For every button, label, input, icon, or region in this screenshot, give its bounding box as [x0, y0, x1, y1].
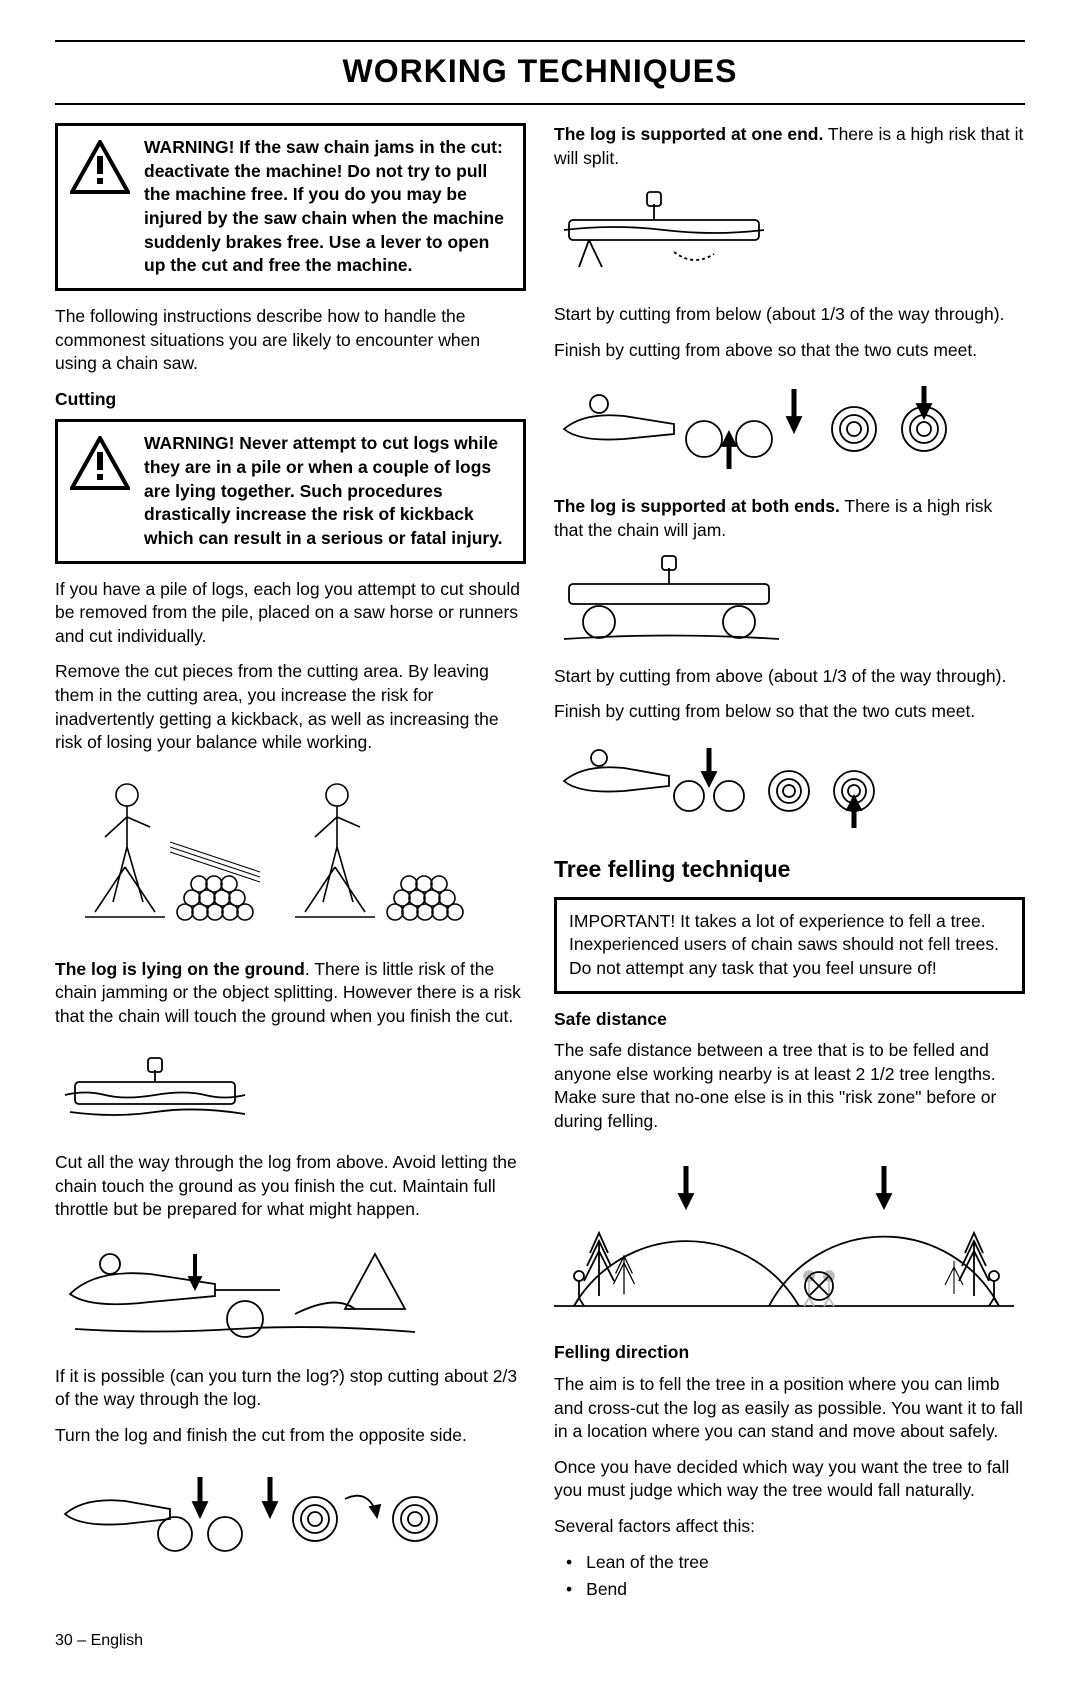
figure-log-ground	[55, 1040, 526, 1137]
warning-triangle-icon	[70, 140, 130, 194]
turn-text-2: Turn the log and finish the cut from the…	[55, 1424, 526, 1448]
one-end-text-2: Start by cutting from below (about 1/3 o…	[554, 303, 1025, 327]
figure-safe-zone	[554, 1146, 1025, 1328]
figure-saw-one-end	[554, 374, 1025, 481]
felling-direction-heading: Felling direction	[554, 1341, 1025, 1365]
ground-lead: The log is lying on the ground	[55, 959, 305, 979]
warning-triangle-icon	[70, 436, 130, 490]
figure-log-one-end	[554, 182, 1025, 289]
figure-log-both-ends	[554, 554, 1025, 651]
list-item: Lean of the tree	[566, 1551, 1025, 1575]
ground-paragraph: The log is lying on the ground. There is…	[55, 958, 526, 1029]
warning-text-pile: WARNING! Never attempt to cut logs while…	[144, 432, 511, 550]
warning-box-jam: WARNING! If the saw chain jams in the cu…	[55, 123, 526, 291]
one-end-paragraph: The log is supported at one end. There i…	[554, 123, 1025, 170]
figure-sawhorse-pair	[55, 767, 526, 944]
both-text-3: Finish by cutting from below so that the…	[554, 700, 1025, 724]
safe-distance-text: The safe distance between a tree that is…	[554, 1039, 1025, 1134]
fell-text-1: The aim is to fell the tree in a positio…	[554, 1373, 1025, 1444]
important-box: IMPORTANT! It takes a lot of experience …	[554, 897, 1025, 994]
right-column: The log is supported at one end. There i…	[554, 123, 1025, 1612]
both-text-2: Start by cutting from above (about 1/3 o…	[554, 665, 1025, 689]
safe-distance-heading: Safe distance	[554, 1008, 1025, 1032]
left-column: WARNING! If the saw chain jams in the cu…	[55, 123, 526, 1612]
factors-list: Lean of the tree Bend	[566, 1551, 1025, 1602]
intro-text: The following instructions describe how …	[55, 305, 526, 376]
page-footer: 30 – English	[55, 1630, 1025, 1652]
cutting-heading: Cutting	[55, 388, 526, 412]
pile-text-2: Remove the cut pieces from the cutting a…	[55, 660, 526, 755]
turn-text-1: If it is possible (can you turn the log?…	[55, 1365, 526, 1412]
one-end-text-3: Finish by cutting from above so that the…	[554, 339, 1025, 363]
warning-box-pile: WARNING! Never attempt to cut logs while…	[55, 419, 526, 563]
figure-chainsaw-ground	[55, 1234, 526, 1351]
list-item: Bend	[566, 1578, 1025, 1602]
ground-text-2: Cut all the way through the log from abo…	[55, 1151, 526, 1222]
figure-saw-both-ends	[554, 736, 1025, 838]
page-title: WORKING TECHNIQUES	[55, 40, 1025, 105]
pile-text-1: If you have a pile of logs, each log you…	[55, 578, 526, 649]
both-lead: The log is supported at both ends.	[554, 496, 840, 516]
one-end-lead: The log is supported at one end.	[554, 124, 823, 144]
figure-log-turn-row	[55, 1459, 526, 1566]
fell-text-3: Several factors affect this:	[554, 1515, 1025, 1539]
warning-text-jam: WARNING! If the saw chain jams in the cu…	[144, 136, 511, 278]
both-ends-paragraph: The log is supported at both ends. There…	[554, 495, 1025, 542]
important-text: IMPORTANT! It takes a lot of experience …	[569, 911, 999, 978]
fell-text-2: Once you have decided which way you want…	[554, 1456, 1025, 1503]
tree-felling-heading: Tree felling technique	[554, 854, 1025, 885]
two-column-layout: WARNING! If the saw chain jams in the cu…	[55, 123, 1025, 1612]
